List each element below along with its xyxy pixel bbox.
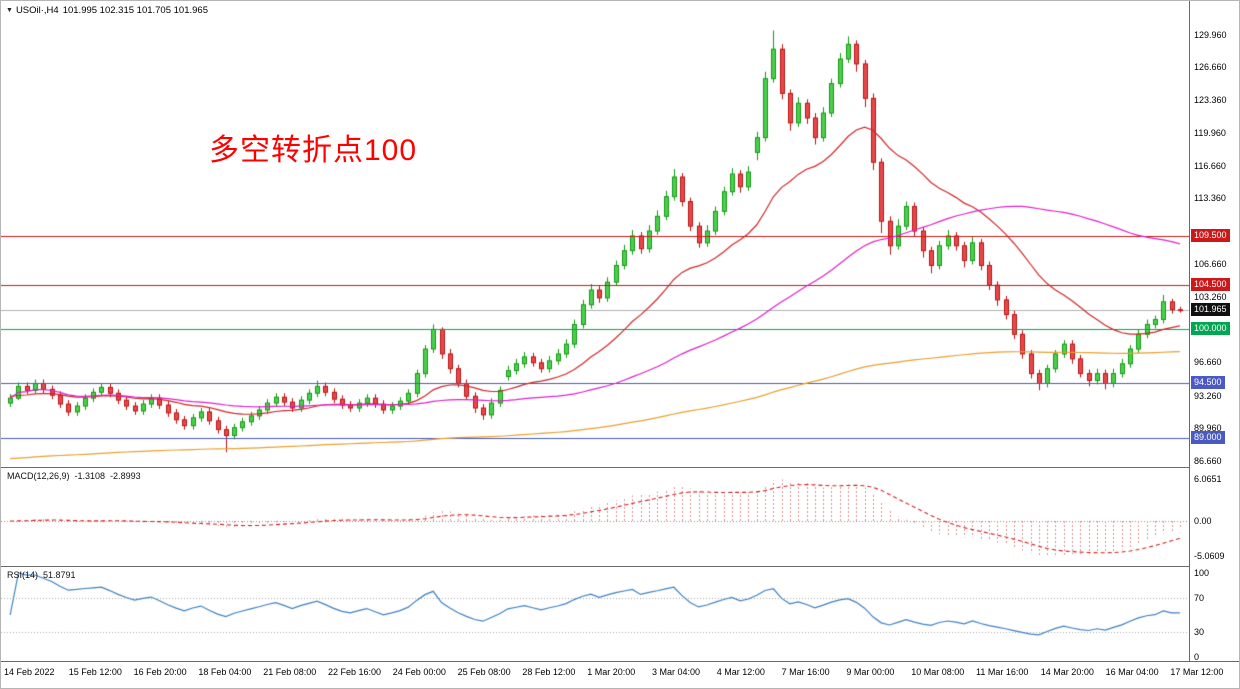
time-label: 14 Mar 20:00 [1040,667,1094,677]
rsi-scale-label: 70 [1194,593,1205,603]
rsi-scale-label: 0 [1194,652,1200,662]
rsi-value: 51.8791 [43,570,76,580]
price-label: 94.500 [1191,376,1225,390]
time-label: 16 Mar 04:00 [1105,667,1159,677]
time-label: 14 Feb 2022 [4,667,55,677]
macd-signal-value: -2.8993 [110,471,141,481]
time-axis[interactable]: 14 Feb 2022 15 Feb 12:00 16 Feb 20:00 18 Fe… [1,661,1239,688]
symbol-ohlc-values: 101.995 102.315 101.705 101.965 [62,5,208,16]
time-label: 10 Mar 08:00 [911,667,965,677]
price-label: 129.960 [1194,29,1227,40]
macd-indicator-label-row: MACD(12,26,9) -1.3108 -2.8993 [7,471,146,481]
time-label: 21 Feb 08:00 [263,667,317,677]
price-label: 101.965 [1191,303,1230,317]
panel-separator [1,566,1239,567]
price-label: 103.260 [1194,292,1227,303]
macd-label: MACD(12,26,9) [7,471,70,481]
rsi-scale-label: 30 [1194,627,1205,637]
price-label: 89.000 [1191,430,1225,444]
panel-separator [1,467,1239,468]
price-label: 100.000 [1191,322,1230,336]
price-label: 119.960 [1194,128,1226,139]
time-label: 17 Mar 12:00 [1170,667,1224,677]
price-label: 104.500 [1191,278,1230,292]
symbol-label: USOil·,H4 [15,5,59,16]
time-label: 25 Feb 08:00 [457,667,511,677]
price-label: 123.360 [1194,94,1227,105]
time-label: 16 Feb 20:00 [133,667,187,677]
price-label: 109.500 [1191,228,1230,242]
macd-scale-label: 6.0651 [1194,474,1222,484]
time-label: 22 Feb 16:00 [328,667,382,677]
price-label: 96.660 [1194,357,1222,368]
time-label: 24 Feb 00:00 [392,667,446,677]
time-label: 4 Mar 12:00 [716,667,765,677]
price-label: 116.660 [1194,160,1226,171]
price-label: 93.260 [1194,390,1222,401]
time-label: 7 Mar 16:00 [781,667,830,677]
rsi-label: RSI(14) [7,570,39,580]
rsi-scale-label: 100 [1194,568,1210,578]
time-label: 11 Mar 16:00 [976,667,1029,677]
price-label: 126.660 [1194,62,1227,73]
price-label: 106.660 [1194,258,1227,269]
rsi-indicator-label-row: RSI(14) 51.8791 [7,570,81,580]
time-label: 3 Mar 04:00 [652,667,701,677]
chart-annotation-text: 多空转折点100 [209,134,418,167]
price-label: 113.360 [1194,193,1226,204]
time-label: 1 Mar 20:00 [587,667,636,677]
chart-canvas[interactable] [1,1,1189,661]
price-axis[interactable]: 129.960 126.660 123.360 119.960 116.660 113.3… [1189,1,1239,662]
symbol-marker-icon: ▼ [6,7,13,14]
symbol-header: ▼ USOil·,H4 101.995 102.315 101.705 101.96… [6,5,208,16]
macd-scale-label: 0.00 [1194,516,1212,526]
macd-main-value: -1.3108 [74,471,106,481]
time-label: 9 Mar 00:00 [846,667,895,677]
price-label: 86.660 [1194,455,1222,466]
time-label: 28 Feb 12:00 [522,667,576,677]
time-label: 18 Feb 04:00 [198,667,252,677]
macd-scale-label: -5.0609 [1194,551,1225,561]
price-label: 89.960 [1194,423,1222,434]
time-label: 15 Feb 12:00 [68,667,122,677]
